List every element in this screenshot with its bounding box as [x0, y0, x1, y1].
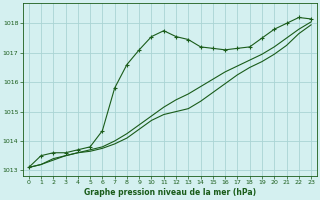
X-axis label: Graphe pression niveau de la mer (hPa): Graphe pression niveau de la mer (hPa) [84, 188, 256, 197]
